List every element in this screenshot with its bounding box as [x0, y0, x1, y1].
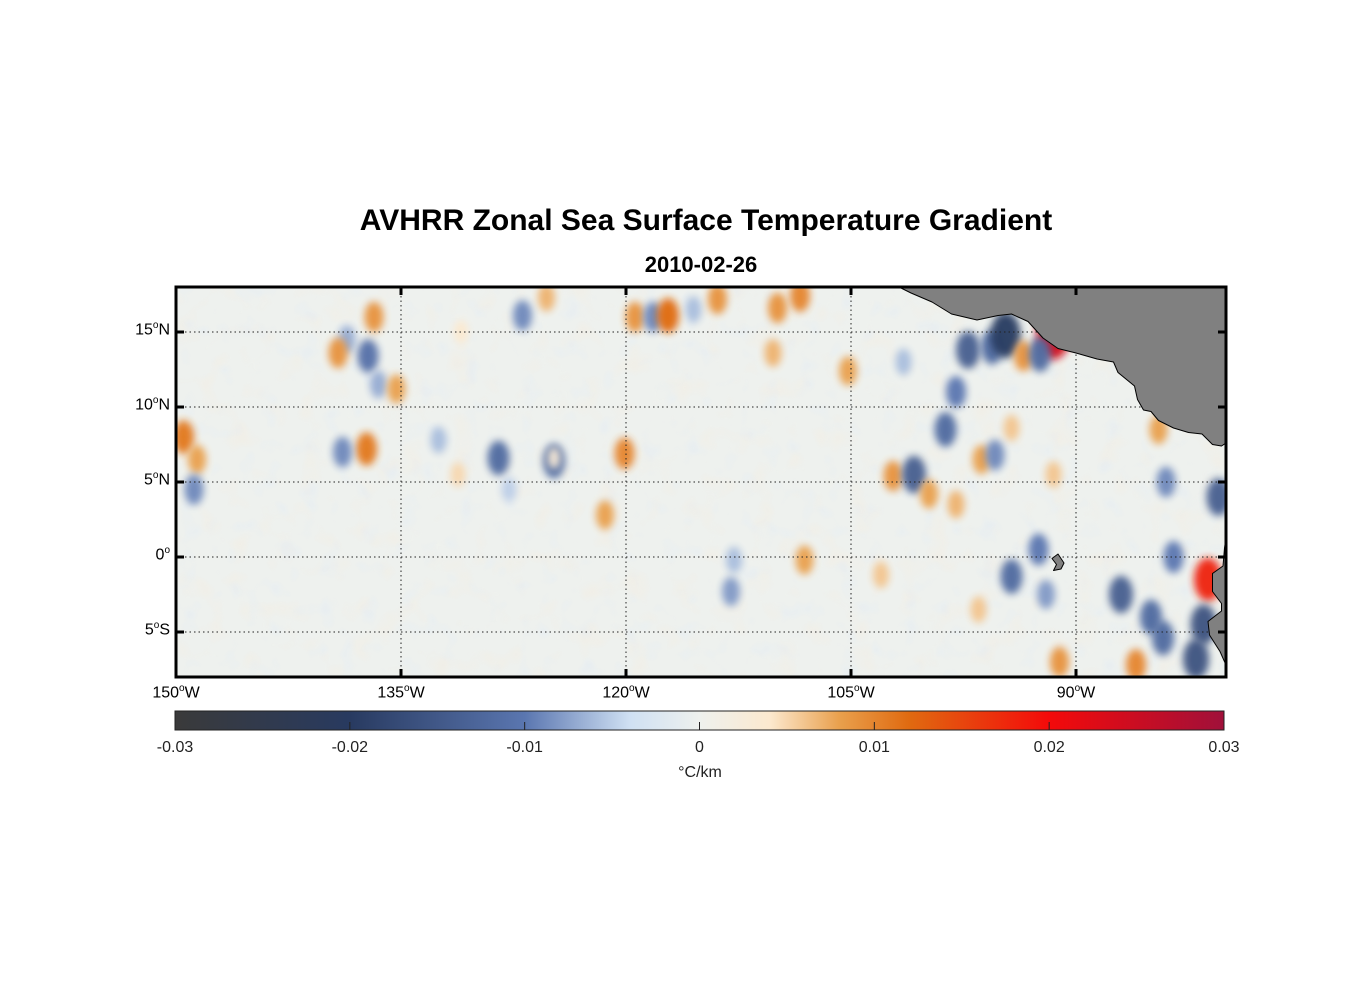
anomaly-warm-21: [708, 287, 727, 315]
anomaly-warm-1: [188, 444, 206, 475]
axis-ticks: [174, 287, 1226, 677]
colorbar-ticks: [174, 722, 1225, 730]
anomaly-warm-8: [387, 374, 406, 404]
anomaly-warm-17: [625, 301, 645, 333]
anomaly-warm-0: [176, 420, 194, 454]
anomaly-cool-66: [895, 348, 912, 376]
anomaly-cool-61: [726, 546, 742, 574]
anomaly-warm-28: [839, 356, 857, 386]
anomaly-cool-10: [333, 436, 352, 468]
lat-label: 5oS: [144, 620, 170, 639]
anomaly-cool-48: [1037, 579, 1055, 610]
lon-label: 150oW: [152, 683, 200, 702]
lon-label: 90oW: [1056, 683, 1096, 702]
lon-label: 120oW: [602, 683, 650, 702]
lat-label: 5oN: [143, 470, 170, 489]
anomaly-cool-40: [990, 312, 1021, 358]
anomaly-warm-3: [364, 301, 384, 333]
anomaly-cool-49: [1109, 575, 1133, 614]
anomaly-cool-7: [370, 370, 387, 399]
anomaly-cool-58: [1152, 620, 1174, 656]
anomaly-cool-11: [430, 426, 447, 454]
colorbar-tick-label: 0.01: [858, 739, 890, 756]
anomaly-cool-57: [1183, 638, 1209, 677]
land-central-america: [898, 287, 1226, 447]
anomaly-warm-32: [920, 479, 938, 509]
anomaly-warm-19: [657, 298, 679, 333]
anomaly-cool-26: [513, 300, 532, 331]
anomaly-cool-47: [1028, 533, 1049, 566]
anomaly-cool-20: [685, 296, 702, 323]
land-galapagos: [1051, 553, 1065, 571]
anomaly-warm-15: [547, 446, 561, 470]
lon-label: 105oW: [827, 683, 875, 702]
anomaly-cool-43: [1029, 337, 1051, 372]
lat-label: 10oN: [135, 395, 170, 414]
anomaly-cool-65: [501, 477, 517, 502]
colorbar-unit-label: °C/km: [678, 764, 722, 781]
map-plot-area: [176, 287, 1226, 677]
anomaly-warm-67: [970, 596, 987, 623]
anomaly-warm-63: [873, 561, 889, 589]
anomaly-warm-33: [947, 490, 965, 519]
colorbar-tick-label: -0.02: [331, 739, 369, 756]
chart-title: AVHRR Zonal Sea Surface Temperature Grad…: [359, 204, 1053, 237]
anomaly-warm-29: [795, 545, 814, 575]
anomaly-warm-59: [1126, 649, 1146, 677]
anomaly-cool-31: [902, 455, 926, 494]
graticule: [176, 287, 1226, 677]
colorbar-tick-label: -0.01: [506, 739, 543, 756]
anomaly-cool-51: [1163, 541, 1184, 573]
anomaly-warm-23: [790, 287, 810, 312]
anomaly-warm-44: [1003, 414, 1020, 442]
anomaly-warm-16: [614, 437, 635, 470]
anomaly-warm-5: [328, 337, 348, 369]
chart-subtitle: 2010-02-26: [644, 252, 758, 277]
anomaly-cool-35: [985, 439, 1005, 471]
lat-label: 15oN: [135, 320, 170, 339]
anomaly-cool-38: [956, 331, 980, 369]
anomaly-warm-14: [596, 500, 614, 530]
anomaly-cool-54: [1206, 478, 1226, 516]
anomaly-warm-60: [1050, 646, 1069, 677]
colorbar-tick-label: 0.03: [1208, 739, 1240, 756]
anomaly-cool-12: [487, 440, 510, 476]
lon-label: 135oW: [377, 683, 425, 702]
anomaly-warm-41: [1014, 340, 1033, 372]
colorbar-tick-label: 0: [695, 739, 704, 756]
anomaly-warm-25: [538, 287, 555, 312]
anomaly-cool-37: [946, 376, 966, 408]
anomaly-cool-6: [357, 339, 379, 373]
colorbar: [174, 710, 1225, 731]
anomaly-warm-24: [764, 339, 782, 367]
colorbar-tick-label: -0.03: [156, 739, 194, 756]
anomaly-warm-45: [1045, 461, 1062, 488]
anomaly-cool-62: [722, 576, 740, 607]
lat-label: 0o: [155, 545, 170, 564]
colorbar-tick-label: 0.02: [1033, 739, 1065, 756]
anomaly-cool-46: [1000, 559, 1023, 594]
anomaly-warm-64: [450, 462, 466, 487]
anomaly-cool-36: [934, 412, 957, 447]
anomaly-warm-22: [768, 292, 787, 324]
anomaly-cool-2: [184, 474, 204, 505]
anomaly-warm-9: [356, 432, 377, 466]
anomaly-warm-30: [883, 460, 903, 492]
